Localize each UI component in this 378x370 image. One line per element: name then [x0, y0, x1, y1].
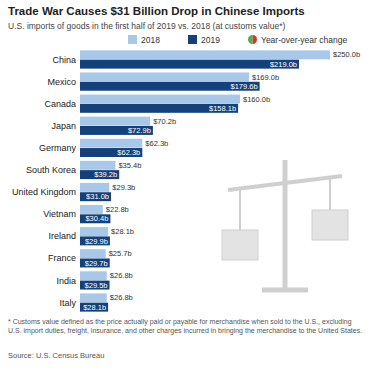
data-label: $250.0b: [333, 50, 360, 59]
bar: [80, 259, 110, 268]
data-label: $26.8b: [110, 271, 133, 280]
bar: [80, 60, 299, 69]
data-label: $219.0b: [270, 60, 297, 69]
footnote-line: U.S. import duties, freight, insurance, …: [8, 327, 362, 335]
bar: [80, 249, 106, 258]
legend-swatch: [188, 35, 197, 44]
category-label: South Korea: [26, 165, 76, 175]
footnote: * Customs value defined as the price act…: [8, 318, 362, 335]
legend-swatch: [128, 35, 137, 44]
source: Source: U.S. Census Bureau: [8, 351, 104, 360]
data-label: $31.0b: [86, 192, 109, 201]
data-label: $30.4b: [85, 214, 108, 223]
data-label: $29.9b: [85, 237, 108, 246]
bar: [80, 161, 115, 170]
legend-label: Year-over-year change: [261, 35, 347, 45]
decoration: [329, 177, 331, 210]
bar: [80, 104, 238, 113]
bars: [80, 50, 330, 311]
category-label: Italy: [59, 298, 76, 308]
data-label: $158.1b: [209, 104, 236, 113]
category-label: France: [48, 253, 76, 263]
bar: [80, 192, 111, 201]
bar: [80, 95, 240, 104]
data-label: $35.4b: [118, 161, 141, 170]
category-label: Germany: [39, 143, 77, 153]
bar: [80, 293, 107, 302]
data-labels: $250.0b$169.0b$160.0b$70.2b$62.3b$35.4b$…: [83, 50, 360, 311]
bar: [80, 148, 142, 157]
bar: [80, 117, 150, 126]
category-label: Mexico: [47, 77, 76, 87]
bar: [80, 72, 249, 81]
data-label: $29.7b: [85, 259, 108, 268]
bar: [80, 170, 119, 179]
bar: [80, 126, 153, 135]
bar: [80, 50, 330, 59]
decoration: [222, 160, 348, 290]
data-label: $28.1b: [111, 227, 134, 236]
bar: [80, 183, 109, 192]
bar: [80, 271, 107, 280]
category-label: Canada: [44, 99, 76, 109]
data-label: $62.3b: [145, 139, 168, 148]
legend-label: 2018: [141, 35, 160, 45]
data-label: $72.9b: [128, 126, 151, 135]
decoration: [283, 160, 288, 290]
bar: [80, 82, 260, 91]
legend: 2018 2019 Year-over-year change: [128, 35, 347, 45]
decoration: [312, 210, 348, 240]
category-label: Vietnam: [43, 209, 76, 219]
bar: [80, 205, 103, 214]
title: Trade War Causes $31 Billion Drop in Chi…: [8, 5, 305, 17]
data-label: $29.3b: [112, 183, 135, 192]
subtitle: U.S. imports of goods in the first half …: [8, 21, 285, 31]
bar: [80, 236, 110, 245]
bar: [80, 227, 108, 236]
bar: [80, 281, 110, 290]
bar: [80, 139, 142, 148]
data-label: $39.2b: [94, 170, 117, 179]
category-label: Japan: [51, 121, 76, 131]
legend-icon: [253, 35, 258, 44]
data-label: $62.3b: [117, 148, 140, 157]
data-label: $179.6b: [230, 82, 257, 91]
decoration: [262, 288, 308, 293]
legend-label: 2019: [201, 35, 220, 45]
chart: Trade War Causes $31 Billion Drop in Chi…: [0, 0, 378, 370]
decoration: [239, 190, 241, 230]
category-label: India: [56, 276, 76, 286]
data-label: $169.0b: [252, 73, 279, 82]
category-label: China: [52, 55, 76, 65]
data-label: $26.8b: [110, 293, 133, 302]
decoration: [222, 230, 258, 260]
data-label: $28.1b: [83, 303, 106, 312]
bar: [80, 303, 108, 312]
category-labels: China Mexico Canada Japan Germany South Korea…: [12, 55, 77, 308]
data-label: $70.2b: [153, 117, 176, 126]
category-label: Ireland: [48, 231, 76, 241]
category-label: United Kingdom: [12, 187, 76, 197]
data-label: $160.0b: [243, 95, 270, 104]
footnote-line: * Customs value defined as the price act…: [8, 318, 352, 326]
decoration: [228, 176, 342, 190]
bar: [80, 214, 110, 223]
legend-icon: [248, 35, 253, 44]
data-label: $25.7b: [109, 249, 132, 258]
data-label: $22.8b: [106, 205, 129, 214]
data-label: $29.5b: [85, 281, 108, 290]
